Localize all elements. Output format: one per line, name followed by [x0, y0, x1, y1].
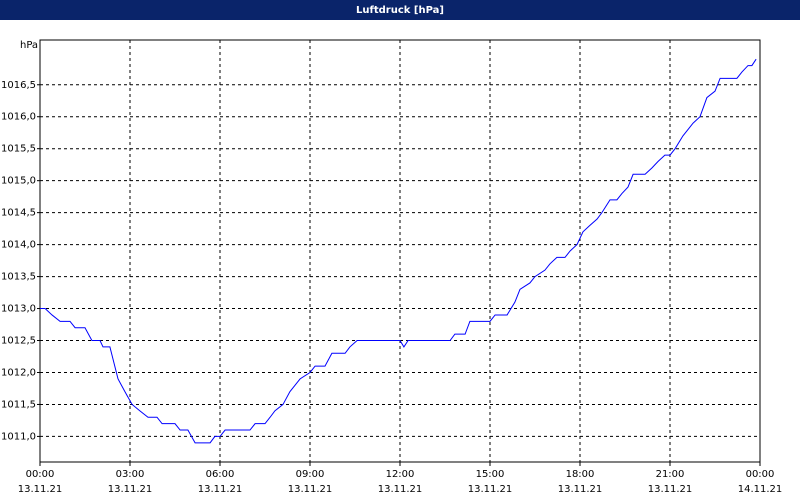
y-tick-label: 1015,5	[1, 144, 36, 155]
y-tick-label: 1016,0	[1, 112, 36, 123]
x-tick-label: 00:00	[26, 469, 55, 480]
y-tick-label: 1011,5	[1, 399, 36, 410]
y-tick-label: 1014,0	[1, 240, 36, 251]
x-tick-date: 13.11.21	[288, 484, 333, 495]
y-tick-label: 1015,0	[1, 176, 36, 187]
x-tick-date: 13.11.21	[108, 484, 153, 495]
x-tick-date: 13.11.21	[648, 484, 693, 495]
data-line	[40, 58, 757, 444]
x-tick-date: 13.11.21	[378, 484, 423, 495]
x-tick-date: 13.11.21	[198, 484, 243, 495]
x-tick-label: 03:00	[116, 469, 145, 480]
y-tick-label: 1012,0	[1, 367, 36, 378]
x-tick-label: 15:00	[476, 469, 505, 480]
title-bar	[0, 0, 800, 20]
x-tick-date: 14.11.21	[738, 484, 783, 495]
y-tick-label: 1013,5	[1, 272, 36, 283]
x-tick-label: 12:00	[386, 469, 415, 480]
x-tick-label: 00:00	[746, 469, 775, 480]
x-tick-label: 21:00	[656, 469, 685, 480]
x-tick-date: 13.11.21	[558, 484, 603, 495]
x-tick-label: 18:00	[566, 469, 595, 480]
y-tick-label: 1016,5	[1, 80, 36, 91]
x-tick-label: 09:00	[296, 469, 325, 480]
y-axis-label: hPa	[20, 40, 38, 51]
x-tick-date: 13.11.21	[18, 484, 63, 495]
y-tick-label: 1011,0	[1, 431, 36, 442]
y-tick-label: 1012,5	[1, 336, 36, 347]
y-tick-label: 1013,0	[1, 304, 36, 315]
x-tick-label: 06:00	[206, 469, 235, 480]
chart-title: Luftdruck [hPa]	[356, 5, 444, 16]
y-tick-label: 1014,5	[1, 208, 36, 219]
x-tick-date: 13.11.21	[468, 484, 513, 495]
